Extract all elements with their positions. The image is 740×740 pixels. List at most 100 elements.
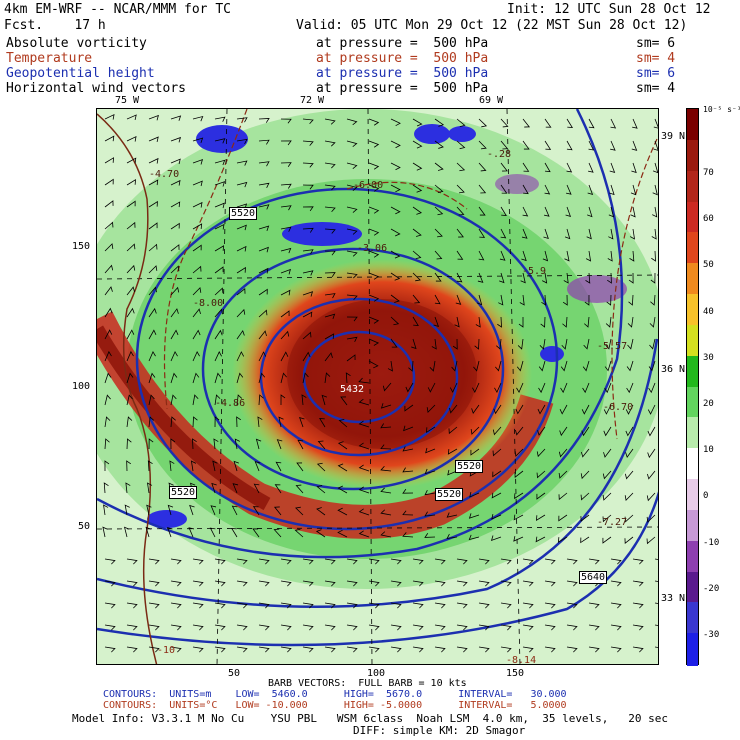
- wind-barb: [315, 529, 326, 538]
- wind-barb: [469, 491, 480, 498]
- wind-barb: [566, 118, 574, 128]
- wind-barb: [169, 460, 175, 472]
- wind-barb: [449, 382, 458, 393]
- wind-barb: [610, 558, 622, 565]
- wind-barb: [434, 184, 444, 194]
- wind-barb: [148, 200, 158, 208]
- wind-barb: [456, 162, 466, 172]
- wind-barb: [368, 338, 380, 346]
- wind-barb: [302, 646, 314, 653]
- wind-barb: [346, 140, 358, 148]
- wind-barb: [427, 382, 436, 393]
- wind-barb: [302, 270, 314, 276]
- wind-barb: [653, 118, 658, 129]
- wind-barb: [346, 228, 358, 235]
- wind-barb: [275, 461, 282, 472]
- wind-barb: [456, 250, 464, 260]
- wind-barb: [390, 294, 400, 303]
- wind-barb: [302, 206, 314, 212]
- wind-barb: [302, 118, 314, 125]
- wind-barb: [258, 204, 270, 210]
- wind-barb: [588, 624, 600, 631]
- wind-barb: [412, 184, 423, 193]
- wind-barb: [126, 114, 137, 121]
- wind-barb: [192, 159, 204, 165]
- wind-barb: [104, 135, 115, 142]
- temp-contour-label: -6.00: [353, 180, 384, 191]
- wind-barb: [500, 118, 509, 128]
- wind-barb: [324, 646, 336, 653]
- wind-barb: [603, 404, 612, 415]
- wind-barb: [536, 448, 546, 458]
- wind-barb: [337, 507, 348, 516]
- wind-barb: [214, 602, 226, 609]
- wind-barb: [412, 162, 423, 171]
- wind-barb: [651, 250, 656, 262]
- wind-barb: [236, 138, 248, 145]
- model-title: 4km EM-WRF -- NCAR/MMM for TC: [4, 2, 231, 17]
- wind-barb: [236, 416, 242, 428]
- wind-barb: [258, 624, 270, 631]
- wind-barb: [337, 463, 348, 472]
- wind-barb: [104, 624, 116, 631]
- wind-barb: [475, 316, 481, 328]
- wind-barb: [514, 448, 524, 457]
- wind-barb: [380, 423, 392, 429]
- wind-barb: [280, 602, 292, 609]
- wind-barb: [192, 416, 198, 428]
- wind-barb: [346, 646, 358, 653]
- wind-barb: [588, 118, 595, 129]
- wind-barb: [492, 426, 502, 436]
- wind-barb: [565, 184, 572, 195]
- wind-barb: [368, 118, 380, 126]
- wind-barb: [104, 221, 114, 230]
- wind-barb: [192, 223, 203, 230]
- wind-barb: [647, 404, 656, 415]
- wind-barb: [402, 510, 414, 516]
- wind-barb: [324, 228, 336, 234]
- wind-barb: [434, 646, 446, 653]
- wind-barb: [214, 624, 226, 631]
- wind-barb: [231, 505, 238, 516]
- wind-barb: [236, 329, 245, 340]
- wind-barb: [280, 140, 292, 146]
- wind-barb: [358, 486, 370, 494]
- wind-barb: [190, 460, 197, 472]
- wind-barb: [126, 558, 138, 565]
- wind-barb: [412, 294, 421, 304]
- wind-barb: [214, 181, 226, 187]
- wind-barb: [346, 250, 358, 257]
- wind-barb: [519, 294, 525, 306]
- wind-barb: [500, 646, 512, 653]
- wind-barb: [258, 288, 268, 296]
- wind-barb: [472, 382, 480, 393]
- wind-barb: [258, 372, 266, 384]
- wind-barb: [148, 394, 155, 406]
- wind-barb: [566, 162, 573, 173]
- wind-barb: [535, 536, 546, 543]
- wind-barb: [496, 338, 502, 350]
- wind-barb: [456, 140, 466, 150]
- wind-barb: [280, 372, 287, 384]
- wind-barb: [602, 470, 612, 480]
- colorbar-swatch: [687, 571, 698, 604]
- wind-barb: [477, 272, 484, 283]
- wind-barb: [390, 338, 398, 348]
- wind-barb: [368, 228, 380, 236]
- wind-barb: [500, 624, 512, 631]
- wind-barb: [358, 530, 370, 538]
- wind-barb: [608, 206, 615, 218]
- wind-barb: [446, 533, 458, 540]
- colorbar-swatch: [687, 355, 698, 389]
- wind-barb: [522, 118, 531, 128]
- wind-barb: [324, 624, 336, 631]
- colorbar-label: 70: [703, 168, 714, 178]
- y-tick-label: 50: [78, 521, 91, 532]
- colorbar-label: 0: [703, 491, 709, 502]
- wind-barb: [495, 360, 502, 372]
- wind-barb: [456, 118, 466, 127]
- wind-barb: [236, 224, 247, 231]
- colorbar-swatch: [687, 139, 698, 173]
- wind-barb: [544, 184, 551, 195]
- wind-barb: [538, 382, 546, 394]
